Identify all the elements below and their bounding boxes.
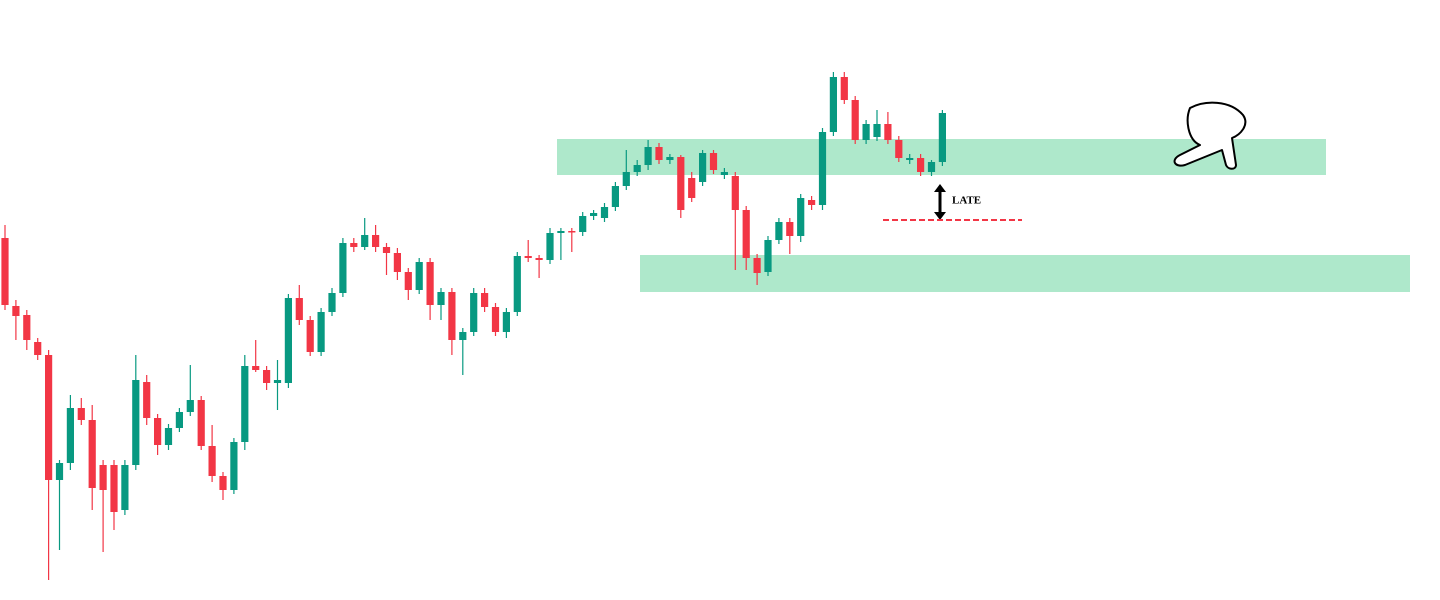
hand-icon <box>1173 101 1247 170</box>
candle-body <box>448 292 456 340</box>
candle-body <box>786 222 794 236</box>
candle-body <box>382 247 391 253</box>
candle-body <box>753 258 761 273</box>
candle-body <box>808 200 816 205</box>
candle-body <box>502 312 510 332</box>
overlay: LATE <box>883 195 1022 221</box>
candle-body <box>77 408 85 420</box>
candle-body <box>372 235 380 247</box>
candle-body <box>927 162 936 172</box>
candle-body <box>775 222 783 240</box>
candle-body <box>317 312 325 352</box>
candle-body <box>34 342 42 355</box>
candle-body <box>938 113 946 162</box>
candle-body <box>622 172 630 186</box>
candle-body <box>110 465 118 512</box>
candle-body <box>284 298 292 383</box>
candle-body <box>175 412 183 428</box>
candle-body <box>557 231 565 233</box>
candle-body <box>295 298 303 320</box>
candle-body <box>12 306 20 316</box>
candle-body <box>513 256 521 312</box>
candle-body <box>818 132 827 205</box>
candle-body <box>611 186 619 207</box>
candle-body <box>590 213 598 216</box>
candles <box>1 72 946 580</box>
candle-body <box>252 366 260 370</box>
distance-arrow <box>934 184 946 220</box>
candle-body <box>481 293 489 307</box>
candle-body <box>917 158 925 172</box>
candle-body <box>688 178 696 198</box>
candle-body <box>328 293 336 312</box>
candle-body <box>884 124 892 140</box>
candle-body <box>699 153 707 182</box>
candle-body <box>829 77 837 132</box>
candle-body <box>535 258 543 260</box>
candle-body <box>491 307 500 332</box>
candle-body <box>45 355 53 480</box>
candle-body <box>568 231 576 233</box>
zones <box>557 139 1410 292</box>
candle-body <box>546 233 554 260</box>
candle-body <box>404 272 412 290</box>
candle-body <box>906 158 914 160</box>
candle-body <box>186 400 194 412</box>
candle-body <box>241 366 249 442</box>
candle-body <box>655 147 663 160</box>
candle-body <box>273 380 282 383</box>
candle-body <box>851 100 859 140</box>
candle-body <box>742 210 750 258</box>
candle-body <box>437 292 445 305</box>
candle-body <box>677 157 685 210</box>
candle-body <box>393 253 401 272</box>
candle-body <box>350 243 358 247</box>
candle-body <box>88 420 96 488</box>
candle-body <box>797 198 805 236</box>
candle-body <box>164 428 173 445</box>
candle-body <box>720 172 728 175</box>
candle-body <box>895 140 903 158</box>
candle-body <box>55 463 64 480</box>
candle-body <box>66 408 74 463</box>
candle-body <box>415 262 423 290</box>
candle-body <box>600 207 609 218</box>
candle-body <box>23 315 31 340</box>
candle-body <box>306 320 314 352</box>
candle-body <box>470 293 478 332</box>
candle-body <box>840 77 848 100</box>
candle-body <box>862 124 870 140</box>
candle-body <box>731 176 739 210</box>
candle-body <box>154 418 162 445</box>
candle-body <box>666 157 674 160</box>
candle-body <box>873 124 881 137</box>
candle-body <box>579 216 587 232</box>
candle-body <box>132 380 140 465</box>
candle-body <box>197 400 205 446</box>
candle-body <box>230 442 238 490</box>
candle-body <box>143 382 151 418</box>
candle-body <box>764 240 772 272</box>
candle-body <box>644 147 652 165</box>
candle-body <box>524 256 532 258</box>
candle-body <box>361 235 369 247</box>
candle-body <box>709 153 718 170</box>
candle-body <box>633 165 641 172</box>
candle-body <box>339 243 347 293</box>
candle-body <box>459 332 467 340</box>
candle-body <box>99 465 107 490</box>
candle-body <box>219 476 227 490</box>
candle-body <box>121 465 129 510</box>
candle-body <box>208 446 216 476</box>
candle-body <box>263 370 271 383</box>
candle-body <box>426 262 434 305</box>
level-label: LATE <box>952 195 981 207</box>
candle-body <box>1 238 9 305</box>
